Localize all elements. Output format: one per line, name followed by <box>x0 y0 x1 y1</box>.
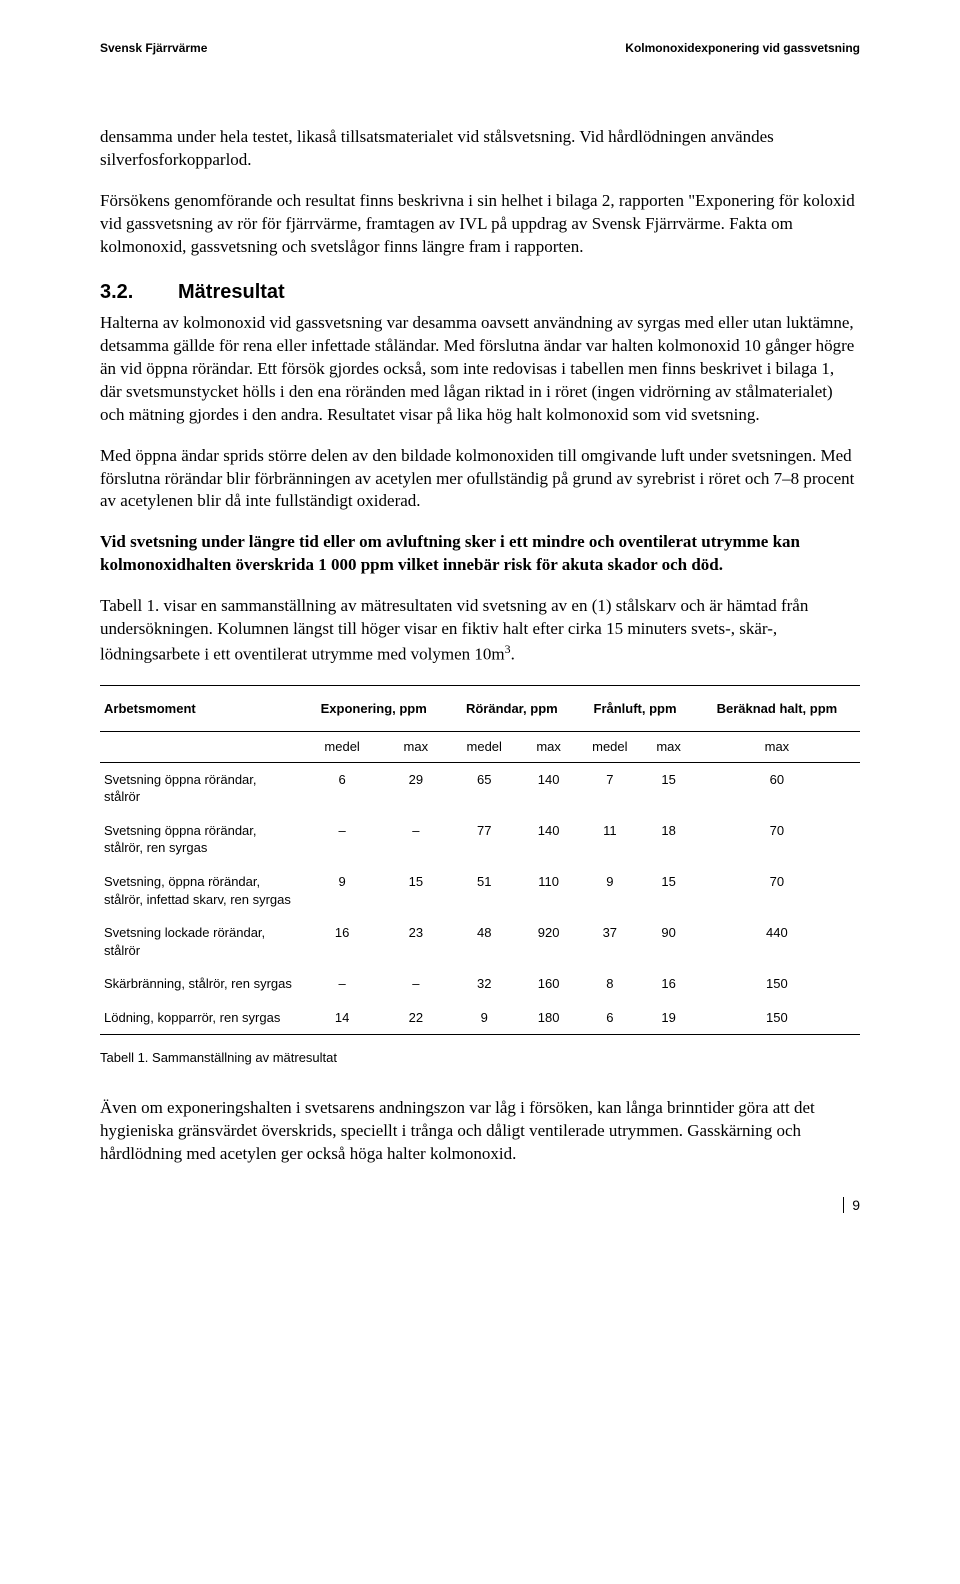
cell: 11 <box>576 814 643 865</box>
cell: 19 <box>643 1001 693 1035</box>
cell: 9 <box>300 865 384 916</box>
header-right: Kolmonoxidexponering vid gassvetsning <box>625 40 860 56</box>
cell: – <box>300 814 384 865</box>
cell: 32 <box>447 967 521 1001</box>
table-caption: Tabell 1. Sammanställning av mätresultat <box>100 1049 860 1067</box>
subheader-blank <box>100 732 300 763</box>
col-header-beraknad: Beräknad halt, ppm <box>694 685 860 732</box>
subheader-max-1: max <box>384 732 447 763</box>
running-header: Svensk Fjärrvärme Kolmonoxidexponering v… <box>100 40 860 56</box>
cell: 37 <box>576 916 643 967</box>
cell: 15 <box>643 762 693 814</box>
cell: 70 <box>694 814 860 865</box>
page-number: 9 <box>100 1196 860 1215</box>
col-header-rorandar: Rörändar, ppm <box>447 685 576 732</box>
cell: – <box>384 967 447 1001</box>
cell: 15 <box>384 865 447 916</box>
cell: 18 <box>643 814 693 865</box>
table-row: Svetsning öppna rörändar, stålrör 6 29 6… <box>100 762 860 814</box>
cell: 9 <box>576 865 643 916</box>
col-header-franluft: Frånluft, ppm <box>576 685 694 732</box>
cell: 60 <box>694 762 860 814</box>
subheader-medel-1: medel <box>300 732 384 763</box>
cell: 23 <box>384 916 447 967</box>
cell: 140 <box>521 762 576 814</box>
cell: – <box>384 814 447 865</box>
paragraph-table-intro: Tabell 1. visar en sammanställning av mä… <box>100 595 860 666</box>
cell: 29 <box>384 762 447 814</box>
cell: 48 <box>447 916 521 967</box>
results-table: Arbetsmoment Exponering, ppm Rörändar, p… <box>100 685 860 1036</box>
table-header-row: Arbetsmoment Exponering, ppm Rörändar, p… <box>100 685 860 732</box>
section-number: 3.2. <box>100 279 178 306</box>
table-row: Lödning, kopparrör, ren syrgas 14 22 9 1… <box>100 1001 860 1035</box>
cell: 14 <box>300 1001 384 1035</box>
cell: 180 <box>521 1001 576 1035</box>
cell: 150 <box>694 1001 860 1035</box>
page-number-value: 9 <box>843 1197 860 1213</box>
subheader-medel-2: medel <box>447 732 521 763</box>
paragraph-results-2: Med öppna ändar sprids större delen av d… <box>100 445 860 514</box>
row-label: Svetsning öppna rörändar, stålrör, ren s… <box>100 814 300 865</box>
cell: 920 <box>521 916 576 967</box>
cell: 15 <box>643 865 693 916</box>
paragraph-intro-1: densamma under hela testet, likaså tills… <box>100 126 860 172</box>
col-header-arbetsmoment: Arbetsmoment <box>100 685 300 732</box>
cell: 440 <box>694 916 860 967</box>
table-subheader-row: medel max medel max medel max max <box>100 732 860 763</box>
paragraph-table-intro-b: . <box>511 645 515 664</box>
cell: 6 <box>576 1001 643 1035</box>
table-body: Svetsning öppna rörändar, stålrör 6 29 6… <box>100 762 860 1034</box>
cell: 16 <box>300 916 384 967</box>
cell: 7 <box>576 762 643 814</box>
row-label: Svetsning öppna rörändar, stålrör <box>100 762 300 814</box>
paragraph-warning: Vid svetsning under längre tid eller om … <box>100 531 860 577</box>
section-heading: 3.2.Mätresultat <box>100 279 860 306</box>
cell: 150 <box>694 967 860 1001</box>
row-label: Svetsning lockade rörändar, stålrör <box>100 916 300 967</box>
cell: 51 <box>447 865 521 916</box>
cell: 9 <box>447 1001 521 1035</box>
cell: 140 <box>521 814 576 865</box>
cell: 70 <box>694 865 860 916</box>
row-label: Lödning, kopparrör, ren syrgas <box>100 1001 300 1035</box>
row-label: Svetsning, öppna rörändar, stålrör, infe… <box>100 865 300 916</box>
header-left: Svensk Fjärrvärme <box>100 40 207 56</box>
paragraph-intro-2: Försökens genomförande och resultat finn… <box>100 190 860 259</box>
cell: 22 <box>384 1001 447 1035</box>
cell: 160 <box>521 967 576 1001</box>
subheader-max-3: max <box>643 732 693 763</box>
cell: 90 <box>643 916 693 967</box>
table-row: Svetsning lockade rörändar, stålrör 16 2… <box>100 916 860 967</box>
cell: 6 <box>300 762 384 814</box>
paragraph-table-intro-a: Tabell 1. visar en sammanställning av mä… <box>100 596 808 664</box>
subheader-medel-3: medel <box>576 732 643 763</box>
cell: 65 <box>447 762 521 814</box>
cell: 16 <box>643 967 693 1001</box>
col-header-exponering: Exponering, ppm <box>300 685 447 732</box>
table-row: Svetsning, öppna rörändar, stålrör, infe… <box>100 865 860 916</box>
section-title: Mätresultat <box>178 281 285 303</box>
cell: – <box>300 967 384 1001</box>
subheader-max-2: max <box>521 732 576 763</box>
paragraph-conclusion: Även om exponeringshalten i svetsarens a… <box>100 1097 860 1166</box>
cell: 77 <box>447 814 521 865</box>
row-label: Skärbränning, stålrör, ren syrgas <box>100 967 300 1001</box>
table-row: Skärbränning, stålrör, ren syrgas – – 32… <box>100 967 860 1001</box>
subheader-max-4: max <box>694 732 860 763</box>
cell: 110 <box>521 865 576 916</box>
cell: 8 <box>576 967 643 1001</box>
table-row: Svetsning öppna rörändar, stålrör, ren s… <box>100 814 860 865</box>
paragraph-results-1: Halterna av kolmonoxid vid gassvetsning … <box>100 312 860 427</box>
